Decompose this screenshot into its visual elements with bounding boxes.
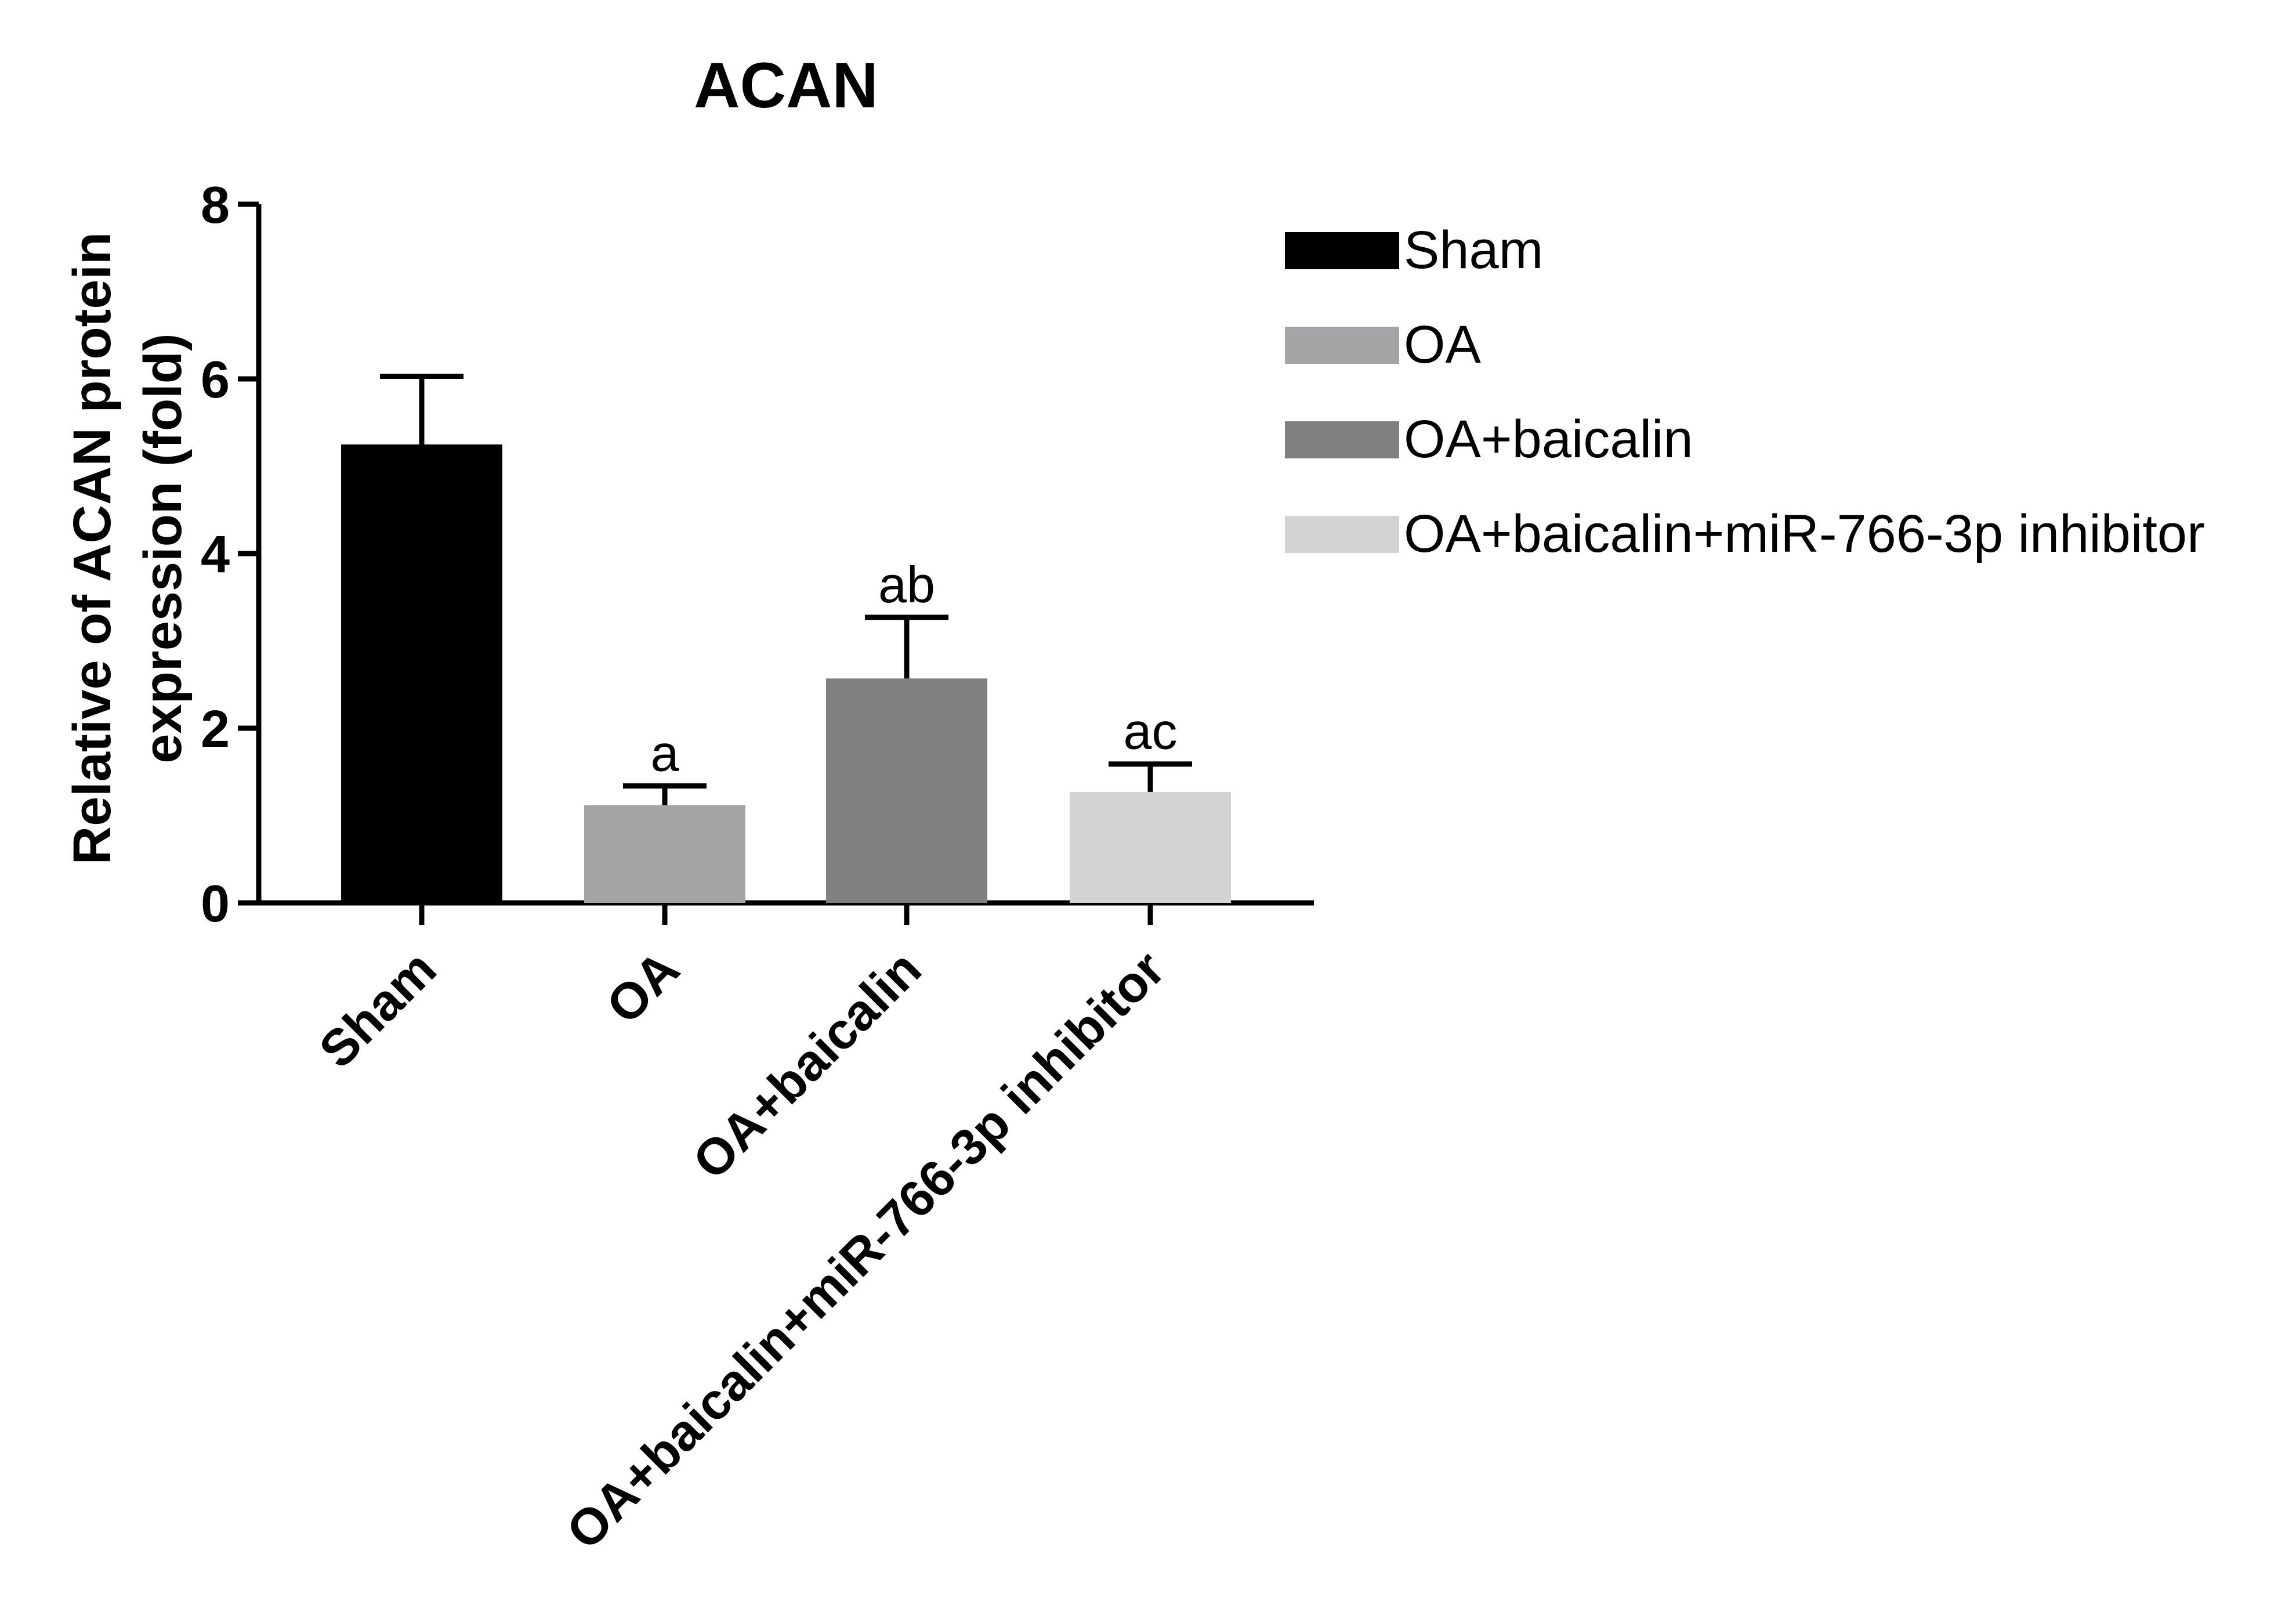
x-tick-label-2: OA+baicalin xyxy=(682,939,932,1190)
significance-label-1: a xyxy=(651,724,679,782)
bar-2 xyxy=(826,678,987,903)
chart-title: ACAN xyxy=(694,50,878,121)
x-tick-labels: Sham OAOA+baicalinOA+baicalin+miR-766-3p … xyxy=(308,939,1175,1560)
bar-3 xyxy=(1070,791,1231,903)
bar-1 xyxy=(584,805,745,903)
y-axis-label-line-2: expression (fold) xyxy=(133,333,193,763)
legend-label-2: OA+baicalin xyxy=(1404,410,1693,469)
legend-label-1: OA xyxy=(1404,315,1482,374)
legend-swatch-1 xyxy=(1285,327,1399,364)
x-tick-label-1: OA xyxy=(595,939,690,1034)
legend-label-3: OA+baicalin+miR-766-3p inhibitor xyxy=(1404,504,2205,563)
bar-0 xyxy=(341,444,502,903)
bars xyxy=(341,444,1231,903)
y-axis-label: Relative of ACAN protein expression (fol… xyxy=(63,232,193,865)
legend-swatch-2 xyxy=(1285,421,1399,458)
significance-annotations: a ab ac xyxy=(651,556,1178,782)
y-axis-label-line-1: Relative of ACAN protein xyxy=(63,232,122,865)
error-bars xyxy=(380,373,1192,805)
y-tick-label: 2 xyxy=(201,700,230,758)
y-axis: 0 2 4 6 8 xyxy=(201,176,262,933)
y-tick-label: 4 xyxy=(201,526,230,584)
significance-label-2: ab xyxy=(878,556,935,613)
x-tick-label-0: Sham xyxy=(308,939,447,1078)
legend: Sham OA OA+baicalin OA+baicalin+miR-766-3p … xyxy=(1285,221,2205,563)
y-tick-label: 8 xyxy=(201,176,230,234)
legend-swatch-3 xyxy=(1285,516,1399,553)
x-axis xyxy=(256,900,1314,925)
y-tick-label: 6 xyxy=(201,351,230,409)
significance-label-3: ac xyxy=(1124,703,1178,760)
legend-label-0: Sham xyxy=(1404,221,1543,280)
y-tick-label: 0 xyxy=(201,875,230,933)
legend-swatch-0 xyxy=(1285,232,1399,269)
